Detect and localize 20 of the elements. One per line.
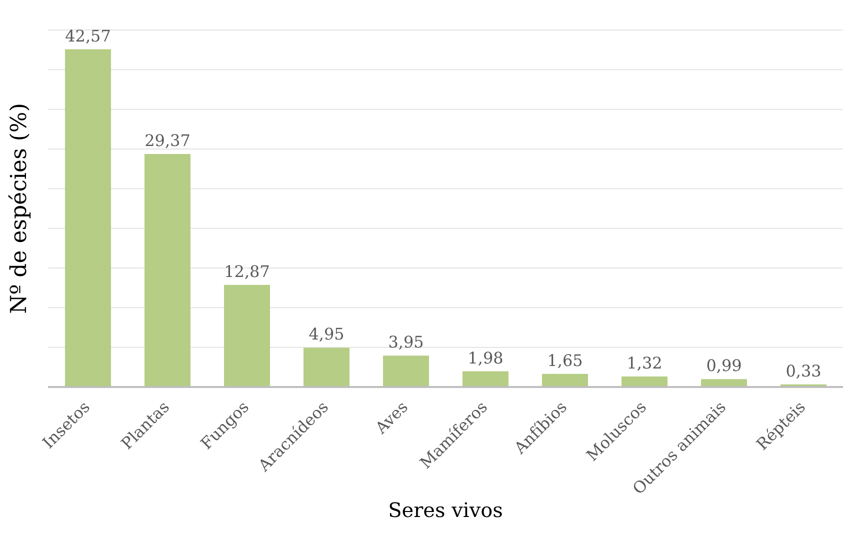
data-label: 1,98 <box>468 348 504 368</box>
data-label: 1,32 <box>626 354 662 373</box>
y-axis-title: Nº de espécies (%) <box>6 103 32 314</box>
data-label: 0,33 <box>786 361 822 380</box>
bar <box>65 49 111 387</box>
data-label: 29,37 <box>144 131 190 150</box>
bar <box>542 374 588 387</box>
data-label: 12,87 <box>224 262 270 281</box>
data-label: 4,95 <box>308 324 344 344</box>
data-label: 3,95 <box>388 332 424 352</box>
bar <box>304 348 350 387</box>
bar <box>622 376 668 387</box>
bar <box>144 154 190 387</box>
data-label: 0,99 <box>706 356 742 376</box>
bar <box>462 371 508 387</box>
data-label: 1,65 <box>547 350 583 370</box>
bar <box>383 356 429 387</box>
bar <box>224 284 270 387</box>
data-label: 42,57 <box>65 26 111 46</box>
x-axis-title: Seres vivos <box>388 498 503 522</box>
